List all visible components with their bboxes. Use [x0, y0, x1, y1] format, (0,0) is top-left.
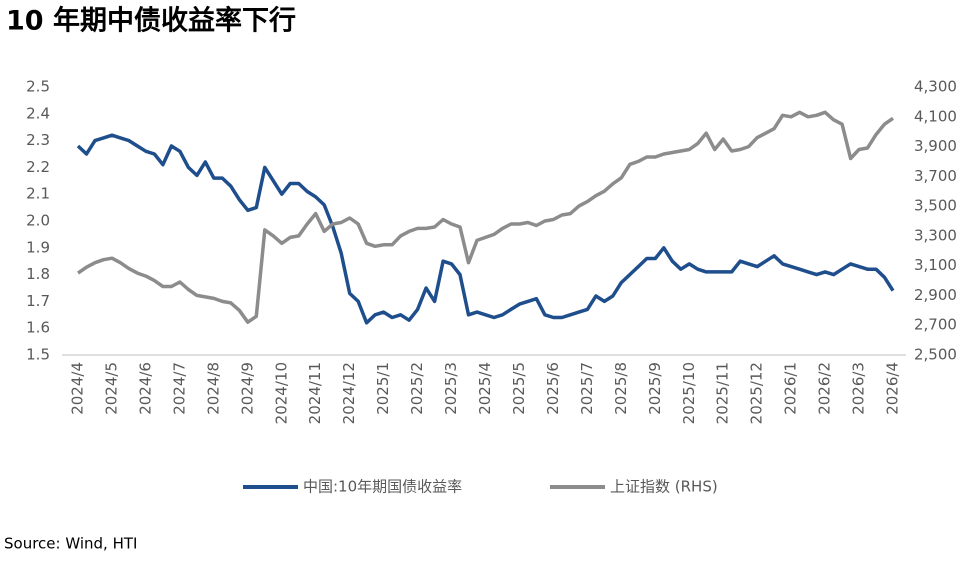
legend-label: 上证指数 (RHS) — [610, 478, 718, 496]
y-tick-label: 2.5 — [26, 78, 50, 96]
x-tick-label: 2026/2 — [816, 362, 834, 415]
y-tick-label: 3,700 — [914, 167, 957, 185]
y-tick-label: 2.3 — [26, 131, 50, 149]
x-tick-label: 2025/5 — [510, 362, 528, 415]
y-tick-label: 2,500 — [914, 346, 957, 364]
x-tick-label: 2025/1 — [374, 362, 392, 415]
y-tick-label: 1.7 — [26, 292, 50, 310]
y-tick-label: 1.5 — [26, 346, 50, 364]
legend-label: 中国:10年期国债收益率 — [303, 478, 462, 496]
y-tick-label: 4,300 — [914, 78, 957, 96]
source: Source: Wind, HTI — [4, 535, 137, 553]
x-tick-label: 2025/7 — [578, 362, 596, 415]
x-tick-label: 2025/10 — [680, 362, 698, 424]
x-tick-label: 2026/4 — [884, 362, 902, 415]
x-tick-label: 2026/1 — [782, 362, 800, 415]
x-tick-label: 2025/3 — [442, 362, 460, 415]
x-tick-label: 2025/8 — [612, 362, 630, 415]
y-tick-label: 1.8 — [26, 265, 50, 283]
x-tick-label: 2024/12 — [340, 362, 358, 424]
x-tick-label: 2024/5 — [102, 362, 120, 415]
y-tick-label: 2.4 — [26, 104, 50, 122]
x-tick-label: 2024/7 — [170, 362, 188, 415]
y-tick-label: 3,300 — [914, 226, 957, 244]
x-tick-label: 2024/11 — [306, 362, 324, 424]
chart-title: 10 年期中债收益率下行 — [6, 5, 296, 37]
y-tick-label: 4,100 — [914, 107, 957, 125]
x-tick-label: 2024/10 — [272, 362, 290, 424]
x-tick-label: 2024/9 — [238, 362, 256, 415]
x-tick-label: 2024/6 — [136, 362, 154, 415]
x-tick-label: 2024/4 — [69, 362, 87, 415]
y-tick-label: 2.1 — [26, 185, 50, 203]
x-tick-label: 2025/6 — [544, 362, 562, 415]
series-line — [76, 133, 895, 325]
y-tick-label: 1.9 — [26, 238, 50, 256]
y-tick-label: 2.2 — [26, 158, 50, 176]
y-tick-label: 1.6 — [26, 319, 50, 337]
x-tick-label: 2025/11 — [714, 362, 732, 424]
y-tick-label: 2.0 — [26, 212, 50, 230]
x-tick-label: 2025/9 — [646, 362, 664, 415]
y-tick-label: 3,100 — [914, 256, 957, 274]
y-tick-label: 2,700 — [914, 316, 957, 334]
y-tick-label: 3,500 — [914, 197, 957, 215]
y-tick-label: 3,900 — [914, 137, 957, 155]
x-tick-label: 2025/2 — [408, 362, 426, 415]
x-tick-label: 2024/8 — [204, 362, 222, 415]
x-tick-label: 2025/4 — [476, 362, 494, 415]
series-line — [77, 110, 894, 324]
x-tick-label: 2025/12 — [748, 362, 766, 424]
y-tick-label: 2,900 — [914, 286, 957, 304]
x-tick-label: 2026/3 — [850, 362, 868, 415]
